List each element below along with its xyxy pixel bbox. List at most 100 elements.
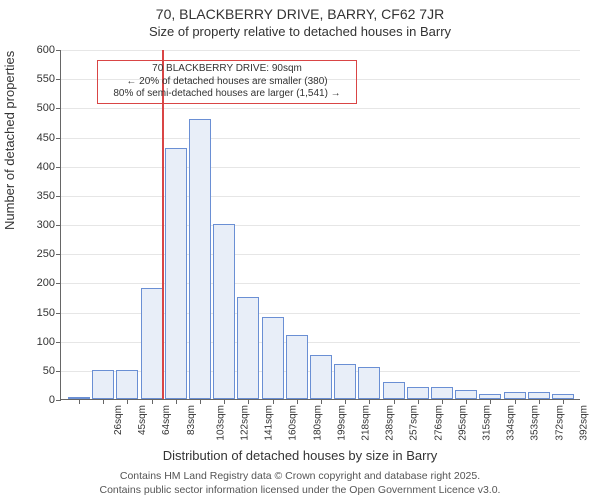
histogram-bar [358,367,380,399]
x-tick-label: 45sqm [137,405,148,435]
x-tick-mark [539,399,540,404]
histogram-bar [334,364,356,399]
y-tick-mark [56,283,61,284]
y-tick-label: 450 [37,132,55,144]
chart-title-line1: 70, BLACKBERRY DRIVE, BARRY, CF62 7JR [0,6,600,22]
x-tick-label: 160sqm [288,405,299,441]
x-tick-mark [563,399,564,404]
x-tick-mark [369,399,370,404]
x-tick-label: 372sqm [554,405,565,441]
gridline [61,50,580,51]
x-tick-mark [466,399,467,404]
x-tick-label: 276sqm [433,405,444,441]
y-tick-mark [56,108,61,109]
x-tick-label: 392sqm [578,405,589,441]
gridline [61,254,580,255]
x-tick-label: 353sqm [530,405,541,441]
gridline [61,196,580,197]
x-tick-mark [297,399,298,404]
x-tick-mark [127,399,128,404]
footer-attribution-1: Contains HM Land Registry data © Crown c… [0,470,600,482]
histogram-bar [116,370,138,399]
gridline [61,225,580,226]
annotation-box: 70 BLACKBERRY DRIVE: 90sqm← 20% of detac… [97,60,357,104]
y-tick-mark [56,342,61,343]
x-tick-mark [152,399,153,404]
y-tick-mark [56,313,61,314]
x-tick-mark [345,399,346,404]
x-tick-mark [442,399,443,404]
x-tick-mark [224,399,225,404]
histogram-bar [504,392,526,399]
x-tick-mark [79,399,80,404]
y-tick-label: 150 [37,307,55,319]
y-tick-mark [56,50,61,51]
x-tick-mark [394,399,395,404]
histogram-bar [213,224,235,399]
gridline [61,313,580,314]
y-tick-label: 250 [37,248,55,260]
y-tick-label: 100 [37,336,55,348]
y-tick-label: 600 [37,44,55,56]
footer-attribution-2: Contains public sector information licen… [0,484,600,496]
y-tick-label: 400 [37,161,55,173]
histogram-bar [431,387,453,399]
y-tick-label: 0 [49,394,55,406]
annotation-line: 80% of semi-detached houses are larger (… [102,88,352,101]
y-tick-mark [56,371,61,372]
x-tick-mark [515,399,516,404]
x-tick-label: 103sqm [215,405,226,441]
histogram-bar [189,119,211,399]
x-tick-label: 141sqm [264,405,275,441]
x-tick-mark [321,399,322,404]
histogram-bar [383,382,405,400]
x-tick-mark [273,399,274,404]
x-tick-mark [200,399,201,404]
x-tick-label: 257sqm [409,405,420,441]
y-tick-mark [56,79,61,80]
histogram-bar [262,317,284,399]
y-tick-label: 300 [37,219,55,231]
y-tick-label: 500 [37,102,55,114]
x-tick-mark [176,399,177,404]
x-tick-label: 64sqm [161,405,172,435]
gridline [61,138,580,139]
x-axis-label: Distribution of detached houses by size … [0,448,600,463]
y-tick-mark [56,400,61,401]
x-tick-label: 83sqm [186,405,197,435]
histogram-bar [310,355,332,399]
x-tick-label: 26sqm [113,405,124,435]
y-tick-label: 50 [43,365,55,377]
histogram-bar [286,335,308,399]
histogram-bar [237,297,259,399]
x-tick-label: 295sqm [457,405,468,441]
x-tick-label: 199sqm [336,405,347,441]
gridline [61,342,580,343]
y-tick-mark [56,225,61,226]
y-axis-label: Number of detached properties [2,51,17,230]
histogram-bar [455,390,477,399]
x-tick-label: 315sqm [482,405,493,441]
x-tick-label: 218sqm [361,405,372,441]
histogram-bar [141,288,163,399]
y-tick-label: 200 [37,277,55,289]
plot-area: 05010015020025030035040045050055060026sq… [60,50,580,400]
y-tick-label: 550 [37,73,55,85]
x-tick-mark [248,399,249,404]
y-tick-mark [56,138,61,139]
gridline [61,167,580,168]
histogram-bar [92,370,114,399]
y-tick-label: 350 [37,190,55,202]
gridline [61,283,580,284]
gridline [61,108,580,109]
x-tick-label: 122sqm [240,405,251,441]
x-tick-label: 334sqm [506,405,517,441]
y-tick-mark [56,167,61,168]
y-tick-mark [56,196,61,197]
histogram-bar [407,387,429,399]
y-tick-mark [56,254,61,255]
annotation-line: 70 BLACKBERRY DRIVE: 90sqm [102,63,352,76]
histogram-bar [528,392,550,399]
x-tick-mark [103,399,104,404]
annotation-line: ← 20% of detached houses are smaller (38… [102,76,352,89]
